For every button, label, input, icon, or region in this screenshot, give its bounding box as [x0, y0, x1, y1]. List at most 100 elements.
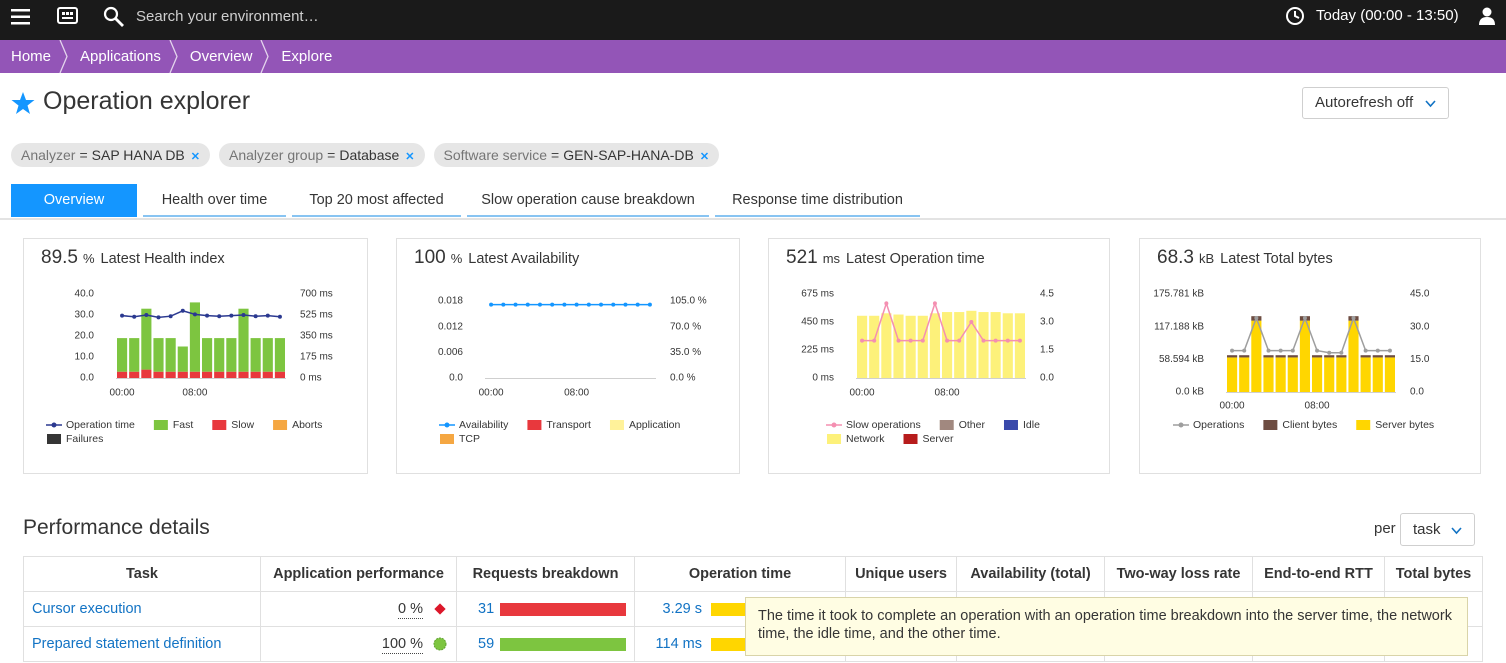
search-icon[interactable] — [103, 6, 125, 28]
breadcrumb-separator — [169, 40, 178, 73]
request-bar — [500, 638, 626, 651]
y2-tick-label: 0.0 % — [670, 373, 696, 384]
search-input[interactable]: Search your environment… — [136, 8, 319, 25]
legend-item: Application — [609, 419, 680, 431]
task-link[interactable]: Cursor execution — [32, 601, 142, 617]
bar-segment — [1336, 357, 1347, 392]
legend-swatch — [1178, 422, 1184, 428]
timeframe[interactable]: Today (00:00 - 13:50) — [1316, 7, 1459, 24]
card-headline: 89.5% Latest Health index — [41, 247, 225, 269]
bar-segment — [262, 338, 273, 372]
line-point — [945, 338, 950, 343]
bar-segment — [238, 371, 249, 378]
bar-segment — [117, 338, 128, 372]
operation-time[interactable]: 114 ms — [655, 636, 702, 652]
request-count[interactable]: 59 — [478, 636, 495, 652]
breadcrumb-separator — [260, 40, 270, 73]
legend-item: Aborts — [273, 419, 322, 431]
bar-segment — [1384, 355, 1395, 358]
breadcrumb-item[interactable]: Applications — [80, 48, 161, 65]
line-point — [599, 302, 604, 307]
bar-segment — [1384, 357, 1395, 392]
bar-segment — [141, 369, 152, 378]
line-point — [1315, 348, 1320, 353]
bar-segment — [1312, 355, 1323, 358]
tab[interactable]: Health over time — [143, 184, 286, 217]
metric-card: 89.5% Latest Health index 0.0 10.0 20.0 30.0 4… — [23, 238, 368, 474]
bar-segment — [214, 371, 225, 378]
tab[interactable]: Overview — [11, 184, 137, 217]
line-point — [1242, 348, 1247, 353]
autorefresh-dropdown[interactable]: Autorefresh off — [1302, 87, 1449, 119]
breadcrumb-item[interactable]: Home — [11, 48, 52, 65]
bar-segment — [966, 310, 977, 378]
y-tick-label: 0.0 kB — [1176, 387, 1205, 398]
bar-segment — [1299, 320, 1310, 392]
legend-swatch — [47, 434, 61, 444]
legend-label: Transport — [546, 419, 591, 431]
line-point — [1290, 348, 1295, 353]
bar-segment — [881, 313, 892, 378]
legend-label: Availability — [459, 419, 509, 431]
line-point — [229, 313, 234, 318]
filter-remove[interactable]: ✕ — [699, 151, 710, 163]
bar-segment — [1360, 355, 1371, 358]
section-title: Performance details — [23, 516, 210, 539]
filter-pill: Software service = GEN-SAP-HANA-DB ✕ — [433, 143, 720, 167]
bar-segment — [857, 315, 868, 378]
line-point — [1363, 348, 1368, 353]
y2-tick-label: 70.0 % — [670, 321, 701, 332]
line — [1232, 315, 1390, 354]
metric-unit: kB — [1198, 251, 1215, 266]
bar-segment — [1372, 357, 1383, 392]
task-link[interactable]: Prepared statement definition — [32, 636, 222, 652]
line-point — [920, 338, 925, 343]
legend-item: Other — [939, 419, 985, 431]
y2-tick-label: 30.0 — [1410, 321, 1430, 332]
y-tick-label: 40.0 — [75, 289, 95, 300]
top-bar: Search your environment… Today (00:00 - … — [0, 0, 1506, 40]
line-point — [217, 314, 222, 319]
filter-remove[interactable]: ✕ — [405, 151, 415, 163]
line-point — [1375, 348, 1380, 353]
column-header: Application performance — [261, 556, 457, 592]
filter-operator: = — [79, 147, 88, 163]
metric-card: 68.3 kB Latest Total bytes 0.0 kB 58.594 kB 1… — [1139, 238, 1481, 474]
legend-label: Operations — [1193, 419, 1244, 431]
favorite-star[interactable] — [11, 91, 35, 115]
line-point — [908, 338, 913, 343]
tab[interactable]: Slow operation cause breakdown — [467, 184, 709, 217]
user-icon[interactable] — [1478, 6, 1496, 26]
bar-segment — [1324, 357, 1335, 392]
column-header: Unique users — [846, 556, 957, 592]
per-dropdown[interactable]: task — [1400, 513, 1475, 546]
bar-segment — [262, 371, 273, 378]
y-tick-label: 0.0 — [80, 373, 94, 384]
card-headline: 100% Latest Availability — [414, 247, 579, 269]
line — [862, 300, 1020, 342]
page-title: Operation explorer — [43, 87, 251, 115]
menu-icon[interactable] — [11, 8, 31, 26]
bar-segment — [1239, 355, 1250, 358]
tab[interactable]: Response time distribution — [715, 184, 920, 217]
legend-swatch — [1263, 420, 1278, 430]
breadcrumb-item[interactable]: Explore — [281, 48, 333, 65]
y2-tick-label: 4.5 — [1040, 289, 1054, 300]
line-point — [1339, 350, 1344, 355]
breadcrumb-item[interactable]: Overview — [189, 48, 253, 65]
filter-remove[interactable]: ✕ — [190, 151, 200, 163]
app-performance: 100 % — [381, 636, 423, 654]
line-point — [860, 338, 865, 343]
metric-unit: % — [82, 251, 95, 266]
tab[interactable]: Top 20 most affected — [292, 184, 461, 217]
legend-item: TCP — [440, 433, 480, 445]
metric-label: Latest Total bytes — [1220, 251, 1333, 267]
legend-label: TCP — [459, 433, 480, 445]
legend-label: Fast — [173, 419, 194, 431]
operation-time[interactable]: 3.29 s — [662, 601, 703, 617]
request-count[interactable]: 31 — [478, 601, 495, 617]
legend-label: Server — [923, 433, 954, 445]
line-point — [1351, 315, 1356, 320]
bar-segment — [1324, 355, 1335, 358]
dashboard-icon[interactable] — [57, 7, 78, 25]
